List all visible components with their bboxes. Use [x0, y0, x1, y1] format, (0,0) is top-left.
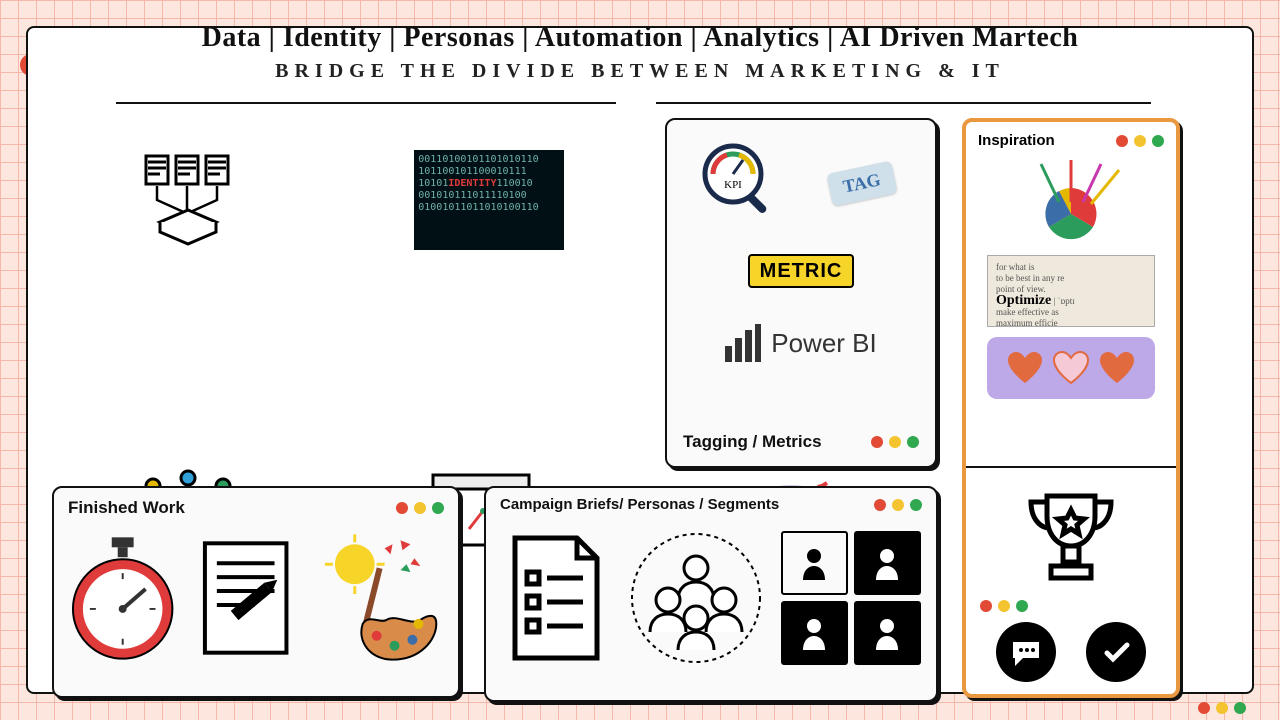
header-subtitle: BRIDGE THE DIVIDE BETWEEN MARKETING & IT	[0, 60, 1280, 83]
finished-work-panel: Finished Work	[52, 486, 460, 698]
metric-sign-icon: METRIC	[748, 260, 855, 283]
campaign-title: Campaign Briefs/ Personas / Segments	[500, 496, 779, 513]
kpi-gauge-icon: KPI	[695, 136, 785, 231]
identity-binary-icon: 0011010010110101011010110010110001011110…	[348, 46, 632, 353]
main-panel-traffic-lights	[1198, 702, 1246, 714]
optimize-definition-card: for what isto be best in any repoint of …	[987, 255, 1155, 327]
stopwatch-icon	[68, 533, 177, 663]
inspiration-traffic-lights	[1116, 135, 1164, 147]
people-group-icon	[626, 528, 766, 668]
checklist-document-icon	[501, 528, 611, 668]
creative-palette-icon	[315, 528, 444, 668]
campaign-traffic-lights	[874, 499, 922, 511]
tagging-traffic-lights	[871, 436, 919, 448]
header-rule-left	[116, 102, 616, 104]
tagging-title: Tagging / Metrics	[683, 432, 822, 452]
svg-text:KPI: KPI	[724, 179, 742, 191]
powerbi-label: Power BI	[771, 328, 877, 359]
document-pencil-icon	[191, 533, 300, 663]
header-rule-right	[656, 102, 1151, 104]
inspiration-title: Inspiration	[978, 132, 1055, 149]
inspiration-bottom-dots	[980, 600, 1028, 612]
finished-title: Finished Work	[68, 498, 185, 518]
files-to-box-icon	[46, 46, 330, 353]
hearts-card	[987, 337, 1155, 399]
checkmark-icon	[1086, 622, 1146, 682]
tag-badge-icon: TAG	[829, 167, 895, 200]
inspiration-panel: Inspiration for what isto be best in any…	[962, 118, 1180, 698]
segments-grid-icon	[781, 531, 921, 665]
page-header: Data | Identity | Personas | Automation …	[0, 22, 1280, 83]
powerbi-logo: Power BI	[725, 324, 877, 364]
campaign-briefs-panel: Campaign Briefs/ Personas / Segments	[484, 486, 938, 702]
tagging-metrics-panel: KPI TAG METRIC Power BI Tagging / Metric…	[665, 118, 937, 468]
chat-bubble-icon	[996, 622, 1056, 682]
darts-pie-icon	[996, 157, 1146, 245]
finished-traffic-lights	[396, 502, 444, 514]
header-title: Data | Identity | Personas | Automation …	[0, 22, 1280, 54]
trophy-icon	[1011, 478, 1131, 598]
